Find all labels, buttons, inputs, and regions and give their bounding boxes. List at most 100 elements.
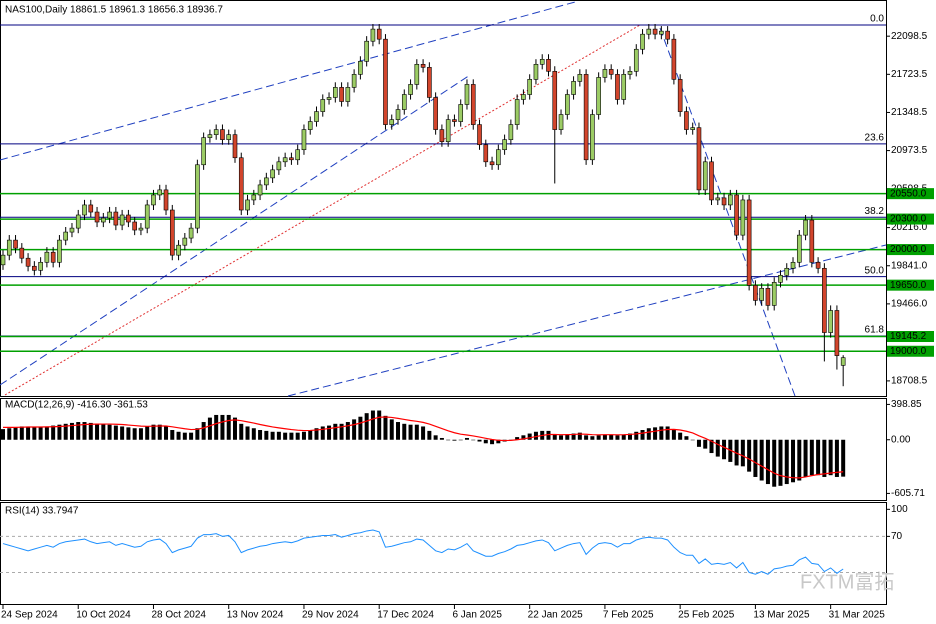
macd-bar [333, 423, 338, 440]
macd-bar [471, 439, 476, 441]
macd-bar [590, 436, 595, 440]
macd-bar [82, 422, 87, 440]
candle-body [633, 48, 639, 72]
macd-bar [95, 423, 100, 440]
level-box [887, 244, 934, 256]
candle-body [803, 219, 808, 236]
candle-body [427, 67, 432, 98]
watermark: FXTM富拓 [800, 570, 894, 593]
macd-bar [628, 433, 632, 440]
candle-body [659, 30, 664, 35]
macd-bar [339, 423, 344, 440]
candle-body [75, 214, 81, 229]
macd-bar [671, 429, 676, 440]
candle-body [709, 161, 714, 201]
candle-body [6, 239, 12, 256]
candle-body [151, 194, 156, 206]
candle-body [19, 247, 25, 259]
candle-body [558, 114, 564, 130]
macd-bar [778, 439, 783, 486]
candle-body [50, 251, 56, 263]
candle-body [157, 189, 163, 196]
candle-body [477, 124, 482, 146]
candle-body [270, 169, 275, 179]
candle-body [834, 310, 840, 356]
candle-body [320, 99, 326, 112]
candle-body [32, 265, 37, 271]
candle-body [295, 149, 300, 161]
candle-body [790, 261, 796, 269]
candle-body [401, 94, 407, 110]
fib-label: 0.0 [870, 14, 884, 25]
macd-bar [452, 439, 457, 441]
candle-body [339, 87, 344, 102]
macd-bar [765, 439, 770, 485]
candle-body [828, 310, 833, 333]
x-tick-label: 17 Dec 2024 [377, 610, 434, 621]
candle-body [289, 157, 294, 161]
candle-body [113, 211, 119, 226]
trend-line [0, 1, 576, 161]
candle-body [44, 251, 50, 263]
candle-body [728, 194, 733, 206]
macd-bar [584, 435, 589, 440]
macd-bar [138, 428, 143, 440]
y-tick-label: 0.00 [891, 434, 911, 445]
candle-body [740, 199, 746, 236]
candle-body [796, 234, 802, 263]
candle-body [753, 285, 758, 301]
macd-bar [659, 426, 664, 440]
candle-body [627, 71, 633, 75]
candle-body [333, 87, 338, 98]
candle-body [564, 94, 570, 115]
macd-bar [784, 439, 789, 485]
candle-body [464, 84, 470, 105]
candle-body [840, 357, 846, 366]
candle-body [496, 149, 501, 166]
fib-label: 38.2 [865, 206, 885, 217]
macd-bar [226, 414, 231, 440]
macd-bar [276, 431, 281, 440]
candle-body [502, 139, 507, 151]
candle-body [138, 227, 144, 231]
x-tick-label: 7 Feb 2025 [603, 610, 654, 621]
candle-body [489, 161, 495, 166]
main-title: NAS100,Daily 18861.5 18961.3 18656.3 189… [5, 5, 223, 16]
candle-body [684, 111, 689, 130]
candle-body [69, 227, 75, 233]
x-tick-label: 13 Nov 2024 [227, 610, 284, 621]
level-label: 20000.0 [890, 244, 927, 255]
candle-body [590, 114, 595, 161]
candle-body [746, 199, 752, 286]
candle-body [88, 204, 94, 213]
macd-bar [157, 424, 162, 440]
candle-body [119, 214, 125, 226]
fib-label: 50.0 [865, 265, 885, 276]
candle-body [721, 197, 727, 206]
macd-bar [458, 439, 463, 441]
macd-bar [552, 434, 557, 440]
macd-bar [88, 422, 93, 440]
candle-body [677, 79, 683, 112]
candle-body [546, 59, 551, 72]
macd-bar [596, 435, 601, 440]
fib-label: 23.6 [865, 132, 885, 143]
macd-bar [383, 415, 388, 440]
candle-body [615, 74, 620, 100]
level-label: 20300.0 [890, 214, 927, 225]
candle-body [213, 129, 219, 135]
level-box [887, 188, 934, 200]
candle-body [452, 119, 457, 122]
candle-body [182, 237, 188, 246]
candle-body [715, 197, 721, 201]
macd-bar [527, 433, 532, 440]
macd-bar [747, 439, 752, 472]
x-tick-label: 10 Oct 2024 [76, 610, 131, 621]
candle-body [539, 59, 545, 65]
macd-bar [759, 439, 764, 481]
candle-body [571, 81, 576, 95]
macd-bar [239, 423, 244, 440]
macd-bar [76, 422, 81, 440]
candle-body [257, 184, 263, 196]
